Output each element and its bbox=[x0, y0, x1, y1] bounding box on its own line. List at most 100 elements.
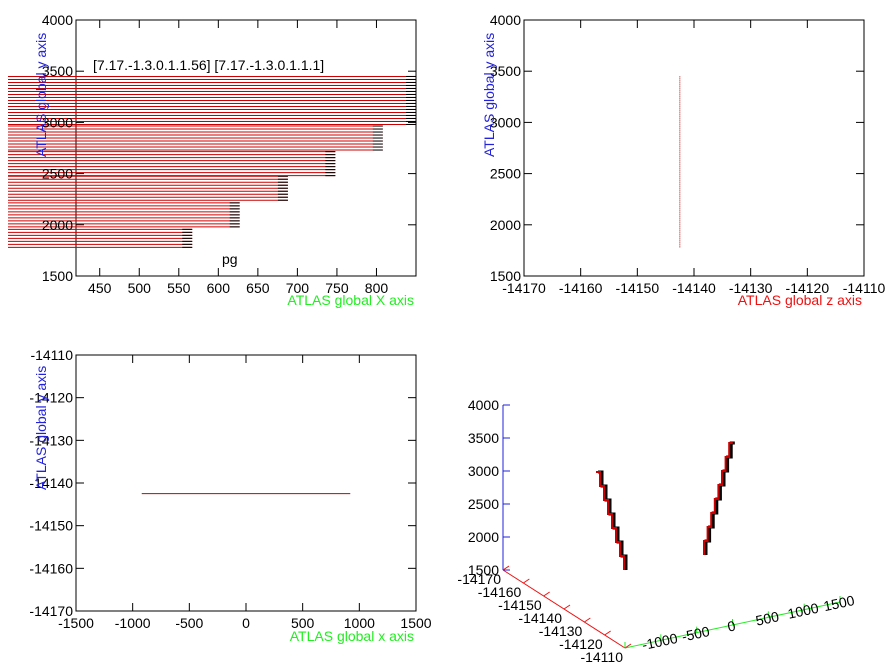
xy-x-tick-label: 750 bbox=[325, 280, 349, 296]
3d-z-tick bbox=[523, 578, 530, 584]
zy-x-axis-label: ATLAS global z axis bbox=[738, 292, 862, 308]
3d-z-tick bbox=[543, 591, 550, 597]
xz-y-tick-label: -14170 bbox=[29, 603, 73, 619]
panel-xz-view: -1500 -1000 -500 0 500 1000 1500 -14170-14160-… bbox=[29, 347, 431, 644]
zy-y-tick-label: 3500 bbox=[490, 63, 521, 79]
xz-x-tick-label: -1000 bbox=[115, 615, 151, 631]
zy-y-tick-labels: 1500 2000 2500 3000 3500 4000 bbox=[490, 12, 521, 284]
zy-tick-marks bbox=[523, 19, 865, 277]
3d-y-tick-label: 3000 bbox=[468, 463, 499, 479]
xy-plot-frame bbox=[75, 19, 417, 277]
xy-y-tick-labels: 1500 2000 2500 3000 3500 4000 bbox=[42, 12, 73, 284]
xy-y-tick-label: 1500 bbox=[42, 268, 73, 284]
xy-inner-label: pg bbox=[222, 251, 238, 267]
zy-x-tick-label: -14120 bbox=[786, 280, 830, 296]
3d-y-tick-label: 4000 bbox=[468, 397, 499, 413]
3d-tracks bbox=[596, 441, 735, 570]
zy-y-tick-label: 4000 bbox=[490, 12, 521, 28]
zy-y-tick-label: 1500 bbox=[490, 268, 521, 284]
xz-y-axis-label: ATLAS global y axis bbox=[33, 366, 49, 490]
3d-y-tick-label: 3500 bbox=[468, 430, 499, 446]
3d-x-tick-label: 1000 bbox=[786, 600, 820, 622]
3d-z-tick-label: -14140 bbox=[518, 610, 562, 626]
3d-z-tick-labels: -14170-14160-14150-14140-14130-14120-141… bbox=[457, 565, 632, 665]
xy-x-tick-labels: 450 500 550 600 650 700 750 800 bbox=[88, 280, 388, 296]
3d-y-tick-label: 1500 bbox=[468, 562, 499, 578]
zy-x-tick-label: -14130 bbox=[729, 280, 773, 296]
zy-y-tick-label: 2000 bbox=[490, 217, 521, 233]
3d-x-tick-label: 0 bbox=[726, 617, 737, 634]
3d-z-tick-label: -14150 bbox=[498, 597, 542, 613]
3d-y-tick-labels: 1500 2000 2500 3000 3500 4000 bbox=[468, 397, 510, 578]
xy-x-tick-label: 800 bbox=[365, 280, 389, 296]
3d-z-tick bbox=[584, 617, 591, 623]
zy-x-tick-label: -14140 bbox=[672, 280, 716, 296]
zy-x-tick-labels: -14170 -14160 -14150 -14140 -14130 -14120 -141… bbox=[502, 280, 885, 296]
3d-track bbox=[703, 442, 733, 555]
3d-z-tick bbox=[604, 630, 611, 636]
xy-x-tick-label: 550 bbox=[167, 280, 191, 296]
xy-tick-marks bbox=[76, 19, 416, 277]
3d-x-tick-label: 500 bbox=[754, 608, 780, 629]
xy-y-axis-label: ATLAS global y axis bbox=[33, 33, 49, 157]
zy-y-tick-label: 2500 bbox=[490, 166, 521, 182]
xz-x-tick-label: 500 bbox=[291, 615, 315, 631]
zy-plot-frame bbox=[523, 19, 865, 277]
panel-xy-view: 450 500 550 600 650 700 750 800 1500 2000 2500 300… bbox=[8, 12, 417, 308]
3d-y-tick-label: 2000 bbox=[468, 529, 499, 545]
xz-y-tick-label: -14110 bbox=[30, 347, 73, 363]
xz-x-tick-label: -500 bbox=[175, 615, 203, 631]
3d-x-tick-label: -1000 bbox=[641, 630, 680, 653]
xz-x-tick-label: 1000 bbox=[344, 615, 375, 631]
xz-x-tick-label: 1500 bbox=[400, 615, 431, 631]
xz-y-tick-label: -14120 bbox=[29, 390, 73, 406]
zy-y-tick-label: 3000 bbox=[490, 114, 521, 130]
xz-plot-frame bbox=[75, 354, 417, 612]
xz-x-tick-label: 0 bbox=[242, 615, 250, 631]
xy-x-axis-label: ATLAS global X axis bbox=[287, 292, 414, 308]
xy-x-tick-label: 650 bbox=[246, 280, 270, 296]
3d-track bbox=[596, 471, 625, 570]
3d-z-tick-label: -14170 bbox=[457, 571, 501, 587]
xz-x-tick-label: -1500 bbox=[58, 615, 94, 631]
xy-y-tick-label: 2000 bbox=[42, 217, 73, 233]
3d-z-tick bbox=[624, 643, 632, 649]
3d-x-tick-label: 1500 bbox=[822, 592, 856, 614]
zy-x-tick-label: -14160 bbox=[559, 280, 603, 296]
3d-z-tick bbox=[563, 604, 571, 610]
3d-x-tick-label: -500 bbox=[680, 623, 711, 645]
xy-x-tick-label: 600 bbox=[207, 280, 231, 296]
xz-y-tick-label: -14150 bbox=[29, 518, 73, 534]
xy-annotation: [7.17.-1.3.0.1.1.56] [7.17.-1.3.0.1.1.1] bbox=[93, 57, 324, 73]
xy-y-tick-label: 3500 bbox=[42, 63, 73, 79]
3d-z-tick-label: -14160 bbox=[478, 584, 522, 600]
3d-z-tick-label: -14120 bbox=[559, 636, 603, 652]
zy-x-tick-label: -14170 bbox=[502, 280, 546, 296]
3d-z-tick bbox=[502, 565, 510, 571]
xz-x-tick-labels: -1500 -1000 -500 0 500 1000 1500 bbox=[58, 615, 432, 631]
xy-x-tick-label: 450 bbox=[88, 280, 112, 296]
xz-tick-marks bbox=[75, 354, 417, 612]
xy-x-tick-label: 500 bbox=[128, 280, 152, 296]
xz-x-axis-label: ATLAS global x axis bbox=[290, 628, 414, 644]
xy-stair-steps bbox=[8, 75, 416, 248]
3d-z-tick-label: -14110 bbox=[580, 649, 623, 665]
xy-y-tick-label: 2500 bbox=[42, 166, 73, 182]
xz-y-tick-label: -14140 bbox=[29, 475, 73, 491]
xz-y-tick-labels: -14170 -14160 -14150 -14140 -14130 -14120 -141… bbox=[29, 347, 73, 619]
zy-x-tick-label: -14110 bbox=[843, 280, 886, 296]
xy-x-tick-label: 700 bbox=[286, 280, 310, 296]
xy-y-tick-label: 3000 bbox=[42, 114, 73, 130]
zy-x-tick-label: -14150 bbox=[616, 280, 660, 296]
3d-track-outline bbox=[704, 441, 735, 555]
3d-y-tick-label: 2500 bbox=[468, 496, 499, 512]
xz-y-tick-label: -14160 bbox=[29, 560, 73, 576]
panel-zy-view: -14170 -14160 -14150 -14140 -14130 -14120 -141… bbox=[481, 12, 885, 308]
3d-x-tick-labels: -1000 -500 0 500 1000 1500 bbox=[624, 592, 856, 653]
xz-y-tick-label: -14130 bbox=[29, 432, 73, 448]
xy-y-tick-label: 4000 bbox=[42, 12, 73, 28]
3d-z-tick-label: -14130 bbox=[539, 623, 583, 639]
zy-y-axis-label: ATLAS global y axis bbox=[481, 33, 497, 157]
